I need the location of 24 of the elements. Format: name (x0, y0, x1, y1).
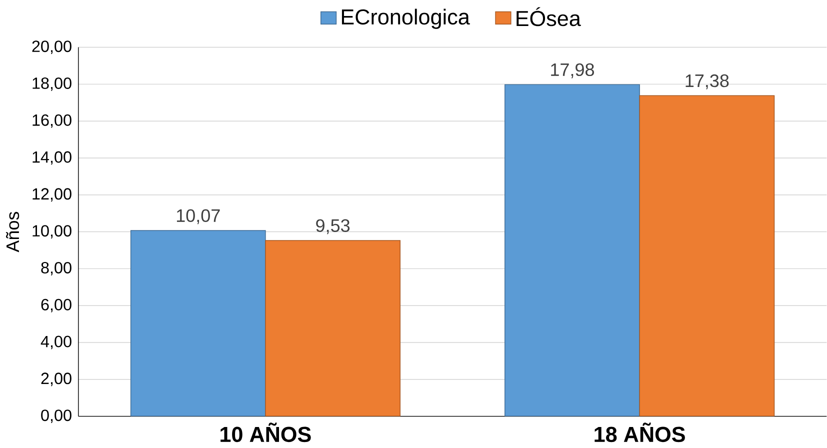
bar (130, 230, 266, 416)
y-tick-label: 20,00 (32, 40, 72, 54)
data-label: 17,98 (551, 63, 594, 78)
x-tick-label: 10 AÑOS (220, 422, 311, 442)
y-axis-title: Años (6, 212, 20, 252)
data-label: 9,53 (316, 219, 350, 234)
data-label: 10,07 (176, 209, 220, 224)
y-tick-label: 2,00 (41, 372, 72, 386)
y-tick-label: 10,00 (32, 225, 72, 238)
bar (639, 95, 775, 416)
y-tick-label: 4,00 (40, 336, 72, 350)
y-tick-label: 8,00 (41, 262, 72, 276)
bar (504, 84, 640, 416)
data-label: 17,38 (686, 74, 729, 90)
bar (265, 240, 400, 416)
x-tick-label: 18 AÑOS (594, 422, 685, 442)
y-tick-label: 18,00 (32, 77, 72, 91)
legend-label: ECronologica (342, 8, 470, 29)
y-tick-label: 14,00 (32, 151, 72, 165)
y-tick-label: 6,00 (41, 298, 72, 312)
y-tick-label: 0,00 (41, 410, 72, 423)
y-tick-label: 16,00 (32, 114, 72, 128)
legend-label: EÓsea (516, 7, 581, 26)
y-tick-label: 12,00 (32, 188, 72, 202)
